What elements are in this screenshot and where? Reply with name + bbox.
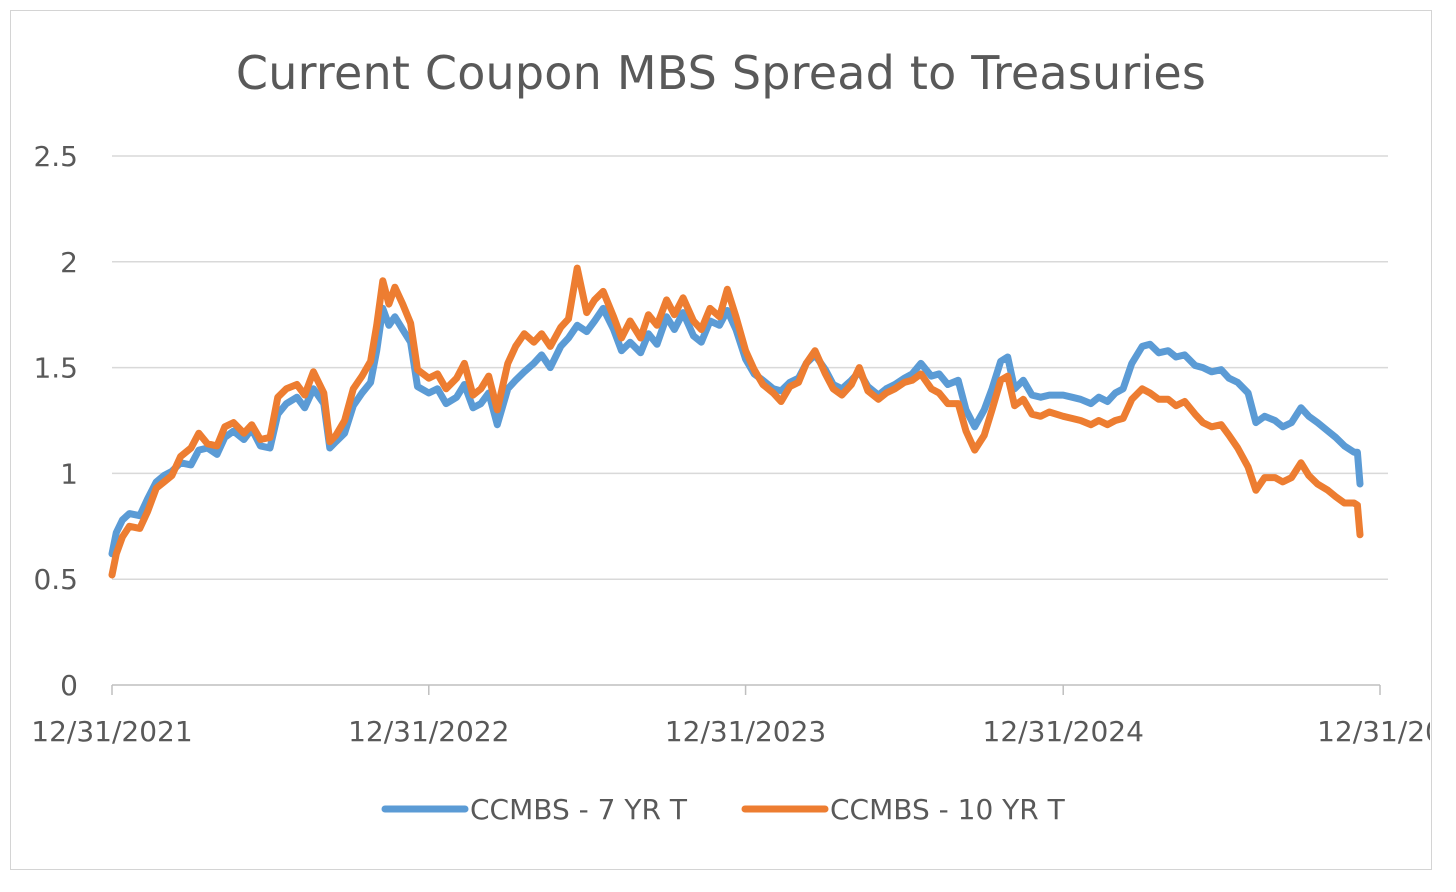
legend-label-10yr: CCMBS - 10 YR T (830, 793, 1066, 826)
y-tick-label: 0.5 (33, 563, 78, 596)
x-tick-label: 12/31/20 (1317, 715, 1443, 748)
y-axis-tick-labels: 0 0.5 1 1.5 2 2.5 (33, 140, 78, 702)
y-tick-label: 2.5 (33, 140, 78, 173)
y-tick-label: 1.5 (33, 352, 78, 385)
legend: CCMBS - 7 YR T CCMBS - 10 YR T (381, 793, 1066, 826)
legend-label-7yr: CCMBS - 7 YR T (470, 793, 688, 826)
y-tick-label: 2 (60, 246, 78, 279)
chart-title: Current Coupon MBS Spread to Treasuries (235, 46, 1207, 100)
x-tick-label: 12/31/2021 (31, 715, 192, 748)
series-lines (108, 264, 1364, 579)
series-line-10yr (108, 264, 1364, 579)
x-tick-label: 12/31/2022 (348, 715, 509, 748)
x-tick-label: 12/31/2023 (665, 715, 826, 748)
x-axis-tick-labels: 12/31/2021 12/31/2022 12/31/2023 12/31/2024… (31, 715, 1443, 748)
x-axis (111, 684, 1381, 695)
series-line-7yr (108, 304, 1364, 558)
y-tick-label: 1 (60, 457, 78, 490)
y-tick-label: 0 (60, 669, 78, 702)
x-tick-label: 12/31/2024 (983, 715, 1144, 748)
